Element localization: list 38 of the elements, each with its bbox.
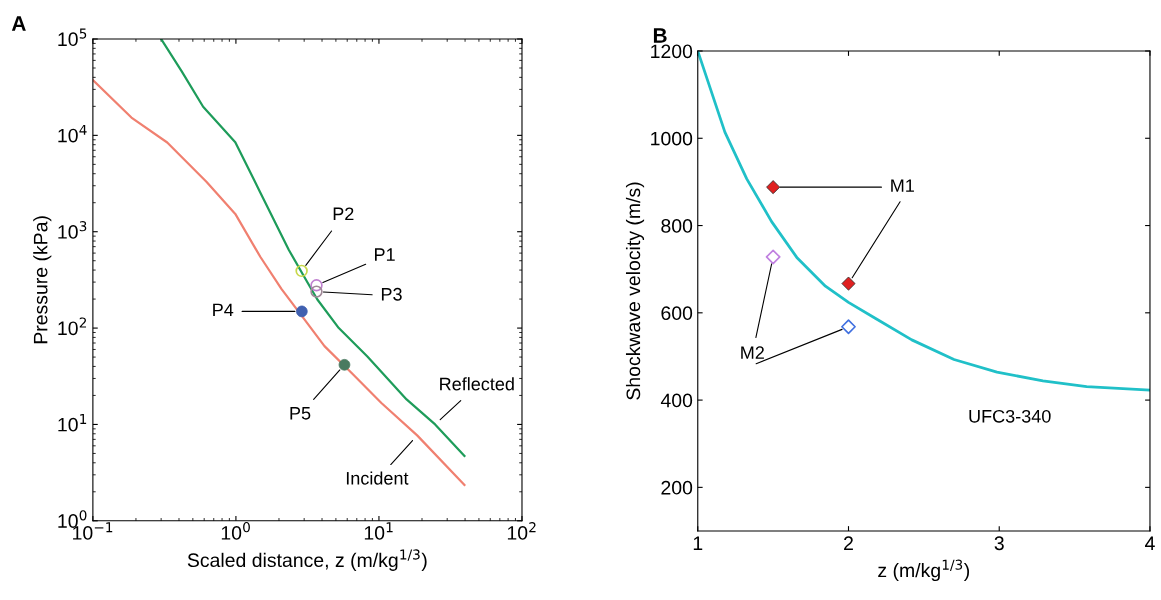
y-tick-label: 600 [661,306,693,321]
x-tick-label: 2 [844,536,853,550]
y-tick-label: 400 [660,393,693,408]
chart-title: A [11,16,26,31]
text: P5 [290,407,311,420]
y-tick-label: 10$^{3}$ [58,221,87,239]
y-tick-label: 10$^{5}$ [58,28,87,47]
point [766,180,781,195]
point [841,276,856,291]
x-tick-label: 4 [1145,536,1155,550]
x-tick-label: 3 [994,536,1004,551]
text: P4 [213,303,234,317]
series-label: UFC3-340 [969,409,1051,423]
series-label: Reflected [440,377,514,391]
y-axis-title: Shockwave velocity (m/s) [625,182,645,400]
y-tick-label: 10$^{2}$ [58,317,87,336]
text: P1 [375,248,395,261]
x-axis-title: Scaled distance, z (m/kg$^{1/3}$) [187,549,427,571]
point [841,319,856,335]
series-label: Incident [346,471,409,485]
x-tick-label: 10$^{1}$ [364,522,393,540]
y-tick-label: 10$^{4}$ [58,124,87,143]
y-axis-title: Pressure (kPa) [33,216,52,344]
y-tick-label: 1000 [651,131,693,146]
x-tick-label: 1 [693,536,703,550]
text: P3 [381,287,402,301]
x-tick-label: 10$^{2}$ [507,522,536,540]
y-tick-label: 200 [661,480,693,495]
text: M1 [891,179,914,192]
x-tick-label: 10$^{0}$ [221,522,250,540]
chart-title: B [653,28,667,43]
text: M2 [741,346,764,359]
x-axis-title: z (m/kg$^{1/3}$) [878,559,970,582]
y-tick-label: 1200 [651,44,693,59]
point [765,249,781,265]
y-tick-label: 10$^{1}$ [58,413,87,432]
text: P2 [333,207,354,221]
y-tick-label: 800 [661,219,693,233]
